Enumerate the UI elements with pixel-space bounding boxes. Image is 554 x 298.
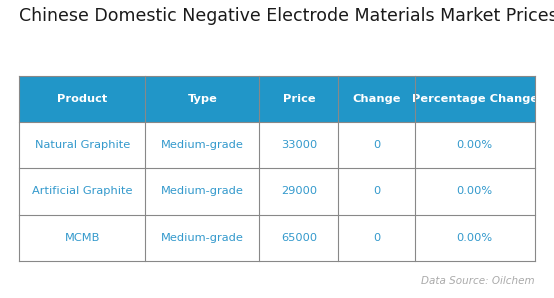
Text: 0.00%: 0.00% (456, 187, 493, 196)
Text: Data Source: Oilchem: Data Source: Oilchem (421, 276, 535, 286)
Text: Medium-grade: Medium-grade (161, 140, 244, 150)
Text: Price: Price (283, 94, 315, 104)
Text: Type: Type (187, 94, 217, 104)
Text: Medium-grade: Medium-grade (161, 187, 244, 196)
Text: 0: 0 (373, 233, 380, 243)
Text: 0.00%: 0.00% (456, 140, 493, 150)
Text: Percentage Change: Percentage Change (412, 94, 538, 104)
Text: 33000: 33000 (281, 140, 317, 150)
Text: Natural Graphite: Natural Graphite (35, 140, 130, 150)
Text: 0: 0 (373, 140, 380, 150)
Text: 0.00%: 0.00% (456, 233, 493, 243)
Text: Product: Product (57, 94, 107, 104)
Text: 65000: 65000 (281, 233, 317, 243)
Text: Medium-grade: Medium-grade (161, 233, 244, 243)
Text: Chinese Domestic Negative Electrode Materials Market Prices: Chinese Domestic Negative Electrode Mate… (19, 7, 554, 25)
Text: Change: Change (352, 94, 401, 104)
Text: 29000: 29000 (281, 187, 317, 196)
Text: MCMB: MCMB (65, 233, 100, 243)
Text: 0: 0 (373, 187, 380, 196)
Text: Artificial Graphite: Artificial Graphite (32, 187, 132, 196)
